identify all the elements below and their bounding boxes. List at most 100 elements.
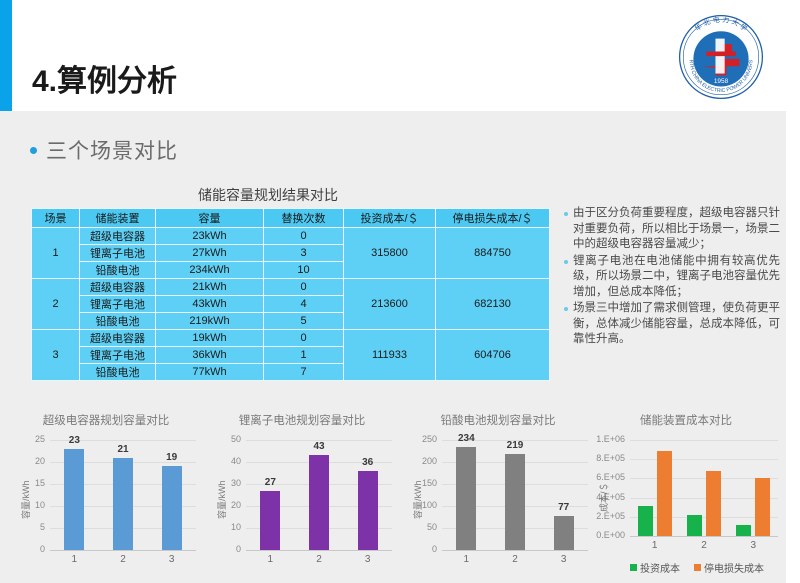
chart-y-tick: 4.E+05 <box>596 491 625 502</box>
subtitle-label: 三个场景对比 <box>46 140 178 163</box>
chart-x-tick: 1 <box>267 554 274 565</box>
chart-gridline <box>630 459 778 461</box>
chart-gridline <box>630 440 778 441</box>
chart-x-tick: 2 <box>120 554 126 565</box>
chart-bar-value: 43 <box>313 441 325 453</box>
cell-outage-cost: 682130 <box>435 278 550 330</box>
chart-gridline <box>246 440 392 441</box>
th-scenario: 场景 <box>31 208 80 228</box>
chart-legend-item: 投资成本 <box>630 560 680 575</box>
cell-device: 超级电容器 <box>79 278 156 296</box>
chart-bar-value: 23 <box>68 434 80 446</box>
note-text: 场景三中增加了需求侧管理，使负荷更平衡，总体减少储能容量，总成本降低，可靠性升高… <box>573 302 780 345</box>
table-header-row: 场景 储能装置 容量 替换次数 投资成本/＄ 停电损失成本/＄ <box>31 208 550 228</box>
cell-replacements: 0 <box>263 227 344 245</box>
table-row: 铅酸电池 77kWh 7 <box>32 363 550 381</box>
cell-capacity: 23kWh <box>155 227 264 245</box>
chart-y-tick: 1.E+06 <box>596 434 625 444</box>
cell-device: 锂离子电池 <box>79 244 156 262</box>
th-replacements: 替换次数 <box>263 208 344 228</box>
table-title: 储能容量规划结果对比 <box>198 187 338 203</box>
chart-bar <box>505 453 525 550</box>
cell-device: 铅酸电池 <box>79 261 156 279</box>
page-title: 4.算例分析 <box>32 65 178 98</box>
chart-y-tick: 30 <box>230 478 241 488</box>
chart-bar-value: 19 <box>166 452 178 464</box>
chart-lithium-capacity: 锂离子电池规划容量对比 0 10 20 30 40 50 容量/kWh 27 1 43 2 36 3 <box>204 412 400 580</box>
chart-y-tick: 2.E+05 <box>596 510 625 521</box>
chart-bar-value: 234 <box>457 433 475 445</box>
chart-y-tick: 5 <box>39 522 45 532</box>
chart-bar <box>687 515 702 536</box>
cell-device: 铅酸电池 <box>79 312 156 330</box>
chart-bar-value: 27 <box>264 476 276 488</box>
chart-y-tick: 0 <box>235 544 241 554</box>
th-investment: 投资成本/＄ <box>343 208 436 228</box>
svg-text:华 北 电 力 大 学: 华 北 电 力 大 学 <box>693 15 749 33</box>
chart-x-tick: 1 <box>651 540 658 551</box>
chart-y-axis-label: 容量/kWh <box>217 480 227 519</box>
chart-title: 超级电容器规划容量对比 <box>42 415 170 427</box>
chart-x-tick: 3 <box>750 540 757 551</box>
th-outage: 停电损失成本/＄ <box>435 208 550 228</box>
table-header: 场景 储能装置 容量 替换次数 投资成本/＄ 停电损失成本/＄ <box>31 208 550 228</box>
cell-device: 超级电容器 <box>79 227 156 245</box>
chart-bar <box>755 477 771 536</box>
chart-gridline <box>630 516 778 518</box>
ncepu-logo-icon: 1958 NORTH CHINA ELECTRIC POWER UNIVERSI… <box>675 11 764 100</box>
chart-x-tick: 1 <box>463 554 470 565</box>
chart-storage-cost-comparison: 储能装置成本对比 0.E+00 2.E+05 4.E+05 6.E+05 8.E+05 1.… <box>586 412 786 580</box>
cell-capacity: 219kWh <box>155 312 264 330</box>
chart-bar-value: 21 <box>117 443 129 455</box>
note-text: 由于区分负荷重要程度，超级电容器只针对重要负荷，所以相比于场景一，场景二中的超级… <box>573 207 780 250</box>
accent-bar <box>0 0 12 111</box>
table-row: 3 超级电容器 19kWh 0 111933 604706 <box>31 329 550 381</box>
cell-capacity: 77kWh <box>155 363 264 381</box>
legend-swatch-icon <box>694 564 701 571</box>
cell-replacements: 4 <box>263 295 344 313</box>
chart-bar <box>161 466 182 550</box>
note-bullet-icon <box>564 259 568 264</box>
table-row: 2 超级电容器 21kWh 0 213600 682130 <box>31 278 550 330</box>
chart-bar <box>456 447 477 550</box>
cell-replacements: 0 <box>263 329 344 347</box>
chart-gridline <box>630 497 778 499</box>
chart-y-tick: 50 <box>230 434 241 444</box>
chart-gridline <box>50 440 196 441</box>
cell-device: 超级电容器 <box>79 329 156 347</box>
chart-bar <box>656 451 672 536</box>
chart-title: 铅酸电池规划容量对比 <box>440 415 556 427</box>
cell-investment-cost: 315800 <box>343 227 436 279</box>
capacity-planning-table: 场景 储能装置 容量 替换次数 投资成本/＄ 停电损失成本/＄ 1 超级电容器 23… <box>31 208 550 381</box>
cell-scenario: 3 <box>31 329 80 381</box>
chart-y-axis-label: 容量/kWh <box>21 480 31 519</box>
table-row: 铅酸电池 234kWh 10 <box>32 261 550 279</box>
chart-gridline <box>630 478 778 480</box>
chart-bar-value: 36 <box>362 456 374 468</box>
chart-lead-acid-capacity: 铅酸电池规划容量对比 0 50 100 150 200 250 容量/kWh 234 1 219 2 7… <box>400 412 596 580</box>
chart-bar <box>64 448 85 550</box>
cell-capacity: 43kWh <box>155 295 264 313</box>
bullet-dot-icon <box>30 146 37 154</box>
cell-device: 锂离子电池 <box>79 346 156 364</box>
cell-outage-cost: 604706 <box>435 329 550 381</box>
cell-outage-cost: 884750 <box>435 227 550 279</box>
chart-gridline <box>246 550 392 551</box>
chart-y-tick: 6.E+05 <box>596 472 625 483</box>
chart-x-tick: 2 <box>512 554 518 565</box>
right-margin <box>786 0 800 583</box>
chart-y-tick: 200 <box>421 456 437 466</box>
chart-x-tick: 3 <box>168 554 175 565</box>
chart-bar <box>736 525 752 536</box>
chart-y-tick: 50 <box>426 522 437 532</box>
chart-y-tick: 0 <box>431 544 437 554</box>
cell-investment-cost: 213600 <box>343 278 436 330</box>
note-item: 由于区分负荷重要程度，超级电容器只针对重要负荷，所以相比于场景一，场景二中的超级… <box>564 206 780 253</box>
chart-bar <box>260 490 281 550</box>
cell-investment-cost: 111933 <box>343 329 436 381</box>
chart-bar <box>113 457 133 550</box>
section-subtitle: 三个场景对比 <box>30 135 178 165</box>
note-item: 锂离子电池在电池储能中拥有较高优先级，所以场景二中，锂离子电池容量优先增加，但总… <box>564 254 780 301</box>
cell-replacements: 1 <box>263 346 344 364</box>
